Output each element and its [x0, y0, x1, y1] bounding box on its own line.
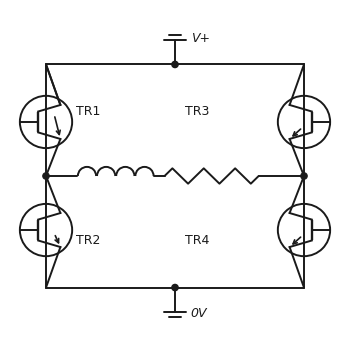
Text: TR4: TR4	[186, 234, 210, 247]
Circle shape	[301, 173, 307, 179]
Text: 0V: 0V	[191, 307, 207, 320]
Circle shape	[43, 173, 49, 179]
Circle shape	[172, 61, 178, 68]
Circle shape	[172, 284, 178, 291]
Text: V+: V+	[191, 32, 210, 45]
Text: TR1: TR1	[76, 105, 100, 118]
Text: TR2: TR2	[76, 234, 100, 247]
Text: TR3: TR3	[186, 105, 210, 118]
